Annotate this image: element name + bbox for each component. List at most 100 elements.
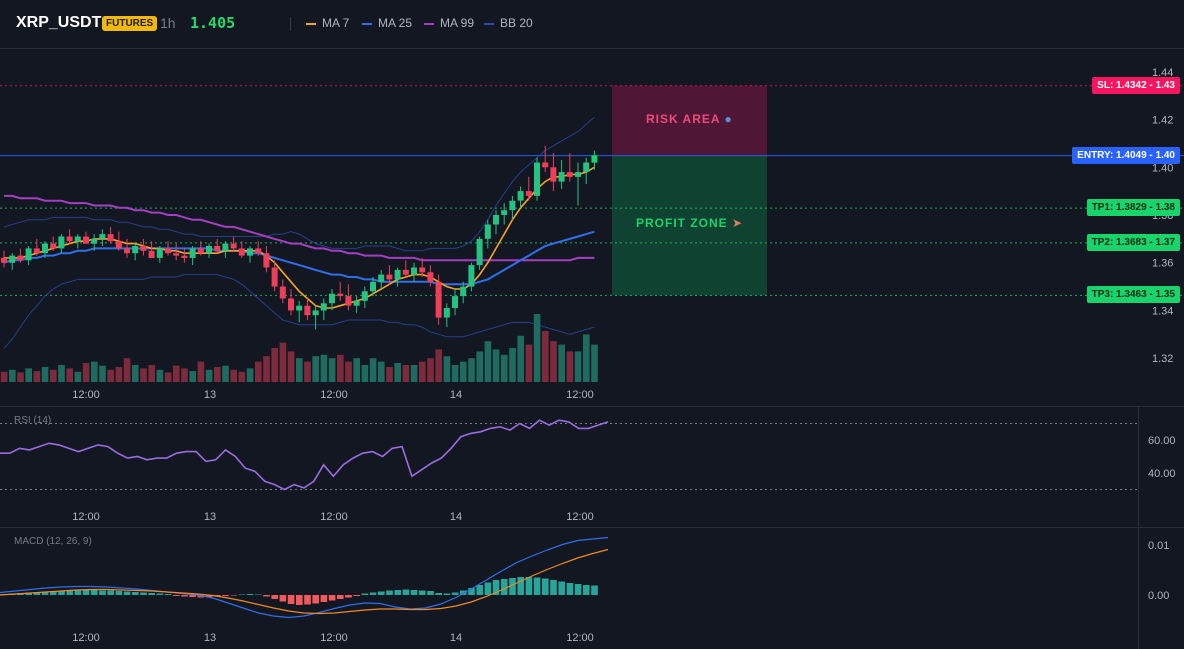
macd-histogram-bar: [468, 588, 475, 595]
volume-bar: [164, 372, 172, 382]
volume-bar: [99, 365, 106, 382]
candle-body: [107, 234, 114, 242]
candle-body: [124, 248, 130, 254]
candle-body: [550, 167, 557, 182]
volume-bar: [82, 363, 90, 382]
legend-ma7[interactable]: MA 7: [306, 16, 349, 30]
macd-histogram-bar: [181, 595, 188, 597]
volume-bar: [197, 361, 205, 382]
macd-tick-label: 0.00: [1148, 590, 1169, 602]
tp2-level-tag[interactable]: TP2: 1.3683 - 1.37: [1086, 233, 1180, 251]
entry-level-tag[interactable]: ENTRY: 1.4049 - 1.40: [1072, 146, 1180, 164]
macd-histogram-bar: [25, 592, 32, 595]
legend-ma25[interactable]: MA 25: [362, 16, 412, 30]
candle-body: [443, 308, 450, 318]
candle-body: [517, 191, 524, 201]
volume-bar: [33, 371, 41, 382]
tp3-level-tag[interactable]: TP3: 1.3463 - 1.35: [1086, 286, 1180, 304]
macd-histogram-bar: [255, 594, 262, 595]
macd-histogram-bar: [542, 578, 549, 595]
macd-histogram-bar: [82, 590, 90, 595]
rsi-tick-label: 60.00: [1148, 435, 1176, 447]
macd-histogram-bar: [361, 593, 369, 595]
candle-body: [33, 248, 40, 254]
macd-histogram-bar: [41, 591, 49, 595]
macd-histogram-bar: [99, 590, 106, 595]
volume-bar: [427, 358, 434, 382]
candle-body: [591, 155, 598, 163]
volume-bar: [509, 348, 516, 382]
timeframe-label[interactable]: 1h: [160, 15, 176, 31]
level-lines: [0, 85, 1184, 296]
tp1-level-tag[interactable]: TP1: 1.3829 - 1.38: [1086, 199, 1180, 217]
axes: 1.441.421.401.381.361.341.3212:001312:00…: [72, 67, 1173, 644]
candle-body: [206, 246, 212, 254]
candle-body: [288, 298, 294, 311]
price-tick-label: 1.40: [1152, 162, 1173, 174]
macd-histogram-bar: [378, 591, 385, 595]
macd-histogram-bar: [550, 580, 557, 595]
time-tick-label: 12:00: [320, 389, 348, 401]
candle-body: [566, 172, 573, 177]
legend-ma99[interactable]: MA 99: [424, 16, 474, 30]
futures-badge: FUTURES: [102, 16, 158, 31]
rsi-tick-label: 40.00: [1148, 468, 1176, 480]
candle-body: [353, 300, 360, 306]
macd-histogram-bar: [189, 595, 196, 597]
candle-body: [378, 274, 385, 282]
macd-histogram-bar: [74, 590, 82, 595]
macd-histogram-bar: [501, 579, 508, 595]
volume-bar: [583, 334, 590, 382]
macd-histogram-bar: [386, 590, 393, 595]
ma7-line: [4, 166, 595, 309]
macd-histogram-bar: [107, 590, 114, 595]
volume-bar: [0, 371, 8, 382]
volume-bar: [148, 365, 155, 382]
candle-body: [476, 238, 483, 266]
header-border: [0, 48, 1184, 49]
time-tick-label: 12:00: [72, 389, 100, 401]
price-tick-label: 1.44: [1152, 67, 1173, 79]
rsi-time-tick-label: 14: [450, 511, 462, 523]
volume-bar: [50, 369, 57, 382]
candle-body: [460, 286, 467, 297]
macd-histogram-bar: [320, 595, 328, 602]
symbol-name[interactable]: XRP_USDT: [16, 14, 102, 31]
chart-header: XRP_USDT FUTURES 1h 1.405 MA 7 MA 25 MA …: [0, 0, 1184, 48]
macd-pane: 0.01 0.00: [0, 536, 1169, 619]
macd-histogram-bar: [279, 595, 287, 602]
time-tick-label: 13: [204, 389, 216, 401]
candles: [1, 145, 598, 330]
macd-histogram-bar: [58, 591, 65, 595]
volume-bar: [394, 363, 401, 382]
legend-swatch: [306, 22, 316, 25]
macd-histogram-bar: [492, 580, 500, 595]
macd-histogram-bar: [91, 590, 98, 595]
candle-body: [197, 248, 204, 254]
volume-bar: [9, 369, 16, 382]
volume-bar: [123, 358, 131, 382]
legend-swatch: [424, 22, 434, 25]
macd-histogram-bar: [533, 577, 541, 595]
volume-bar: [419, 361, 426, 382]
candle-body: [247, 248, 253, 256]
volume-bar: [173, 365, 180, 382]
volume-bar: [533, 314, 541, 382]
candle-body: [493, 215, 499, 225]
macd-histogram-bar: [525, 577, 533, 595]
candle-body: [83, 236, 89, 244]
volume-bar: [345, 361, 352, 382]
volume-bar: [402, 365, 410, 382]
legend-bb20[interactable]: BB 20: [484, 16, 533, 30]
sl-level-tag[interactable]: SL: 1.4342 - 1.43: [1092, 76, 1180, 94]
candle-body: [402, 269, 409, 275]
last-price: 1.405: [190, 14, 236, 32]
bb-upper-line: [3, 116, 595, 252]
candle-body: [74, 236, 81, 242]
macd-histogram-bar: [451, 592, 459, 595]
macd-histogram-bar: [443, 593, 451, 595]
profit-zone-text: PROFIT ZONE: [636, 216, 728, 230]
rsi-pane: 60.00 40.00: [0, 419, 1176, 491]
price-tick-label: 1.36: [1152, 258, 1173, 270]
